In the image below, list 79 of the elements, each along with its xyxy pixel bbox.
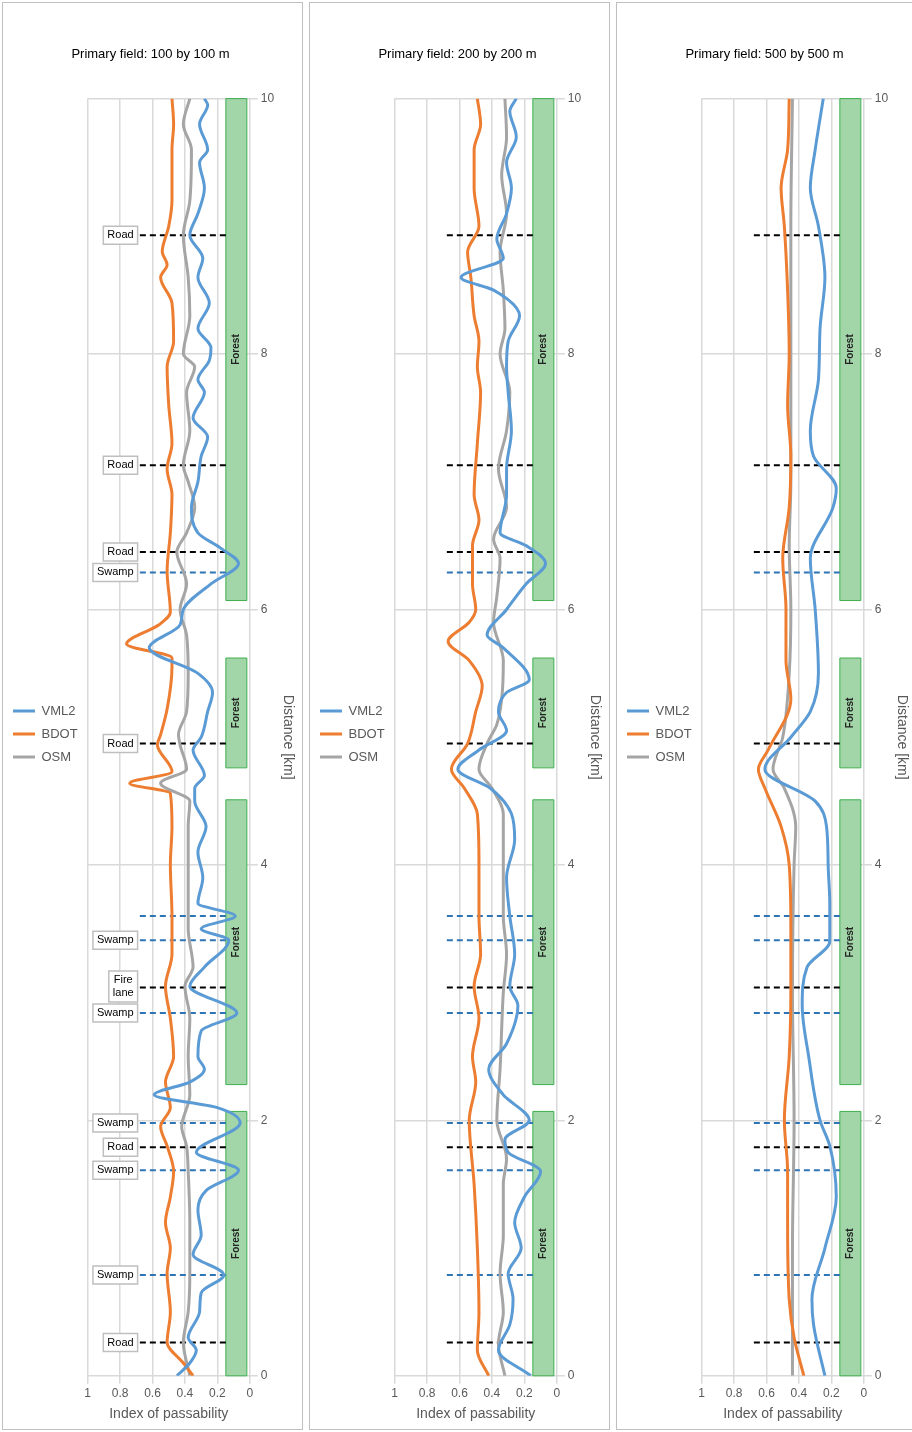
y-tick-label: 10 [260, 90, 275, 105]
band-label: Forest [230, 696, 242, 729]
ref-line-label: Road [107, 545, 134, 558]
y-tick-label: 4 [567, 857, 575, 872]
x-tick-label: 0.8 [418, 1386, 436, 1401]
y-tick-label: 2 [260, 1112, 268, 1127]
legend-label: OSM [655, 748, 686, 764]
ref-line-label: Road [107, 1140, 134, 1153]
ref-line-label: Swamp [96, 933, 134, 946]
y-tick-label: 10 [874, 90, 889, 105]
x-tick-label: 0.2 [516, 1386, 534, 1401]
y-axis-title: Distance [km] [587, 694, 604, 780]
x-tick-label: 0.6 [144, 1386, 162, 1401]
y-tick-label: 2 [567, 1112, 575, 1127]
ref-line-label: Swamp [96, 565, 134, 578]
chart-title: Primary field: 100 by 100 m [71, 46, 230, 62]
x-tick-label: 0 [246, 1386, 254, 1401]
y-axis-title: Distance [km] [280, 694, 297, 780]
ref-line-label: Fire lane [112, 973, 134, 999]
chart-title: Primary field: 200 by 200 m [378, 46, 537, 62]
chart-title: Primary field: 500 by 500 m [685, 46, 844, 62]
ref-line-label: Road [107, 736, 134, 749]
band-label: Forest [844, 926, 856, 958]
legend-label: OSM [348, 748, 379, 764]
y-tick-label: 0 [567, 1368, 575, 1383]
y-tick-label: 6 [260, 601, 268, 616]
legend-label: VML2 [41, 702, 76, 718]
x-tick-label: 0.2 [209, 1386, 227, 1401]
ref-line-label: Swamp [96, 1267, 134, 1280]
band-label: Forest [230, 1227, 242, 1259]
y-tick-label: 8 [260, 346, 268, 361]
band-label: Forest [537, 1227, 549, 1259]
legend-label: VML2 [348, 702, 383, 718]
band-label: Forest [537, 696, 549, 729]
legend-label: VML2 [655, 702, 690, 718]
y-tick-label: 8 [874, 346, 882, 361]
x-axis-title: Index of passability [109, 1405, 229, 1422]
band-label: Forest [844, 1227, 856, 1259]
band-label: Forest [537, 926, 549, 958]
ref-line-label: Road [107, 1335, 134, 1348]
y-tick-label: 6 [567, 601, 575, 616]
legend-label: BDOT [41, 725, 78, 741]
y-tick-label: 8 [567, 346, 575, 361]
y-tick-label: 4 [260, 857, 268, 872]
x-axis-title: Index of passability [416, 1405, 536, 1422]
y-tick-label: 10 [567, 90, 582, 105]
legend-label: BDOT [655, 725, 692, 741]
x-tick-label: 0.6 [758, 1386, 776, 1401]
x-tick-label: 0 [860, 1386, 868, 1401]
ref-line-label: Swamp [96, 1163, 134, 1176]
x-tick-label: 1 [391, 1386, 399, 1401]
x-axis-title: Index of passability [723, 1405, 843, 1422]
legend-label: OSM [41, 748, 72, 764]
ref-line-label: Swamp [96, 1115, 134, 1128]
x-tick-label: 0.6 [451, 1386, 469, 1401]
y-tick-label: 0 [874, 1368, 882, 1383]
band-label: Forest [230, 926, 242, 958]
y-tick-label: 4 [874, 857, 882, 872]
y-axis-title: Distance [km] [894, 694, 911, 780]
band-label: Forest [844, 333, 856, 365]
ref-line-label: Road [107, 228, 134, 241]
x-tick-label: 0.8 [111, 1386, 129, 1401]
x-tick-label: 0.4 [176, 1386, 194, 1401]
ref-line-label: Swamp [96, 1006, 134, 1019]
x-tick-label: 0.8 [725, 1386, 743, 1401]
ref-line-label: Road [107, 458, 134, 471]
y-tick-label: 2 [874, 1112, 882, 1127]
x-tick-label: 1 [84, 1386, 92, 1401]
x-tick-label: 0.4 [483, 1386, 501, 1401]
y-tick-label: 0 [260, 1368, 268, 1383]
band-label: Forest [230, 333, 242, 365]
y-tick-label: 6 [874, 601, 882, 616]
x-tick-label: 0.2 [823, 1386, 841, 1401]
band-label: Forest [537, 333, 549, 365]
band-label: Forest [844, 696, 856, 729]
x-tick-label: 0 [553, 1386, 561, 1401]
x-tick-label: 0.4 [790, 1386, 808, 1401]
x-tick-label: 1 [698, 1386, 706, 1401]
legend-label: BDOT [348, 725, 385, 741]
